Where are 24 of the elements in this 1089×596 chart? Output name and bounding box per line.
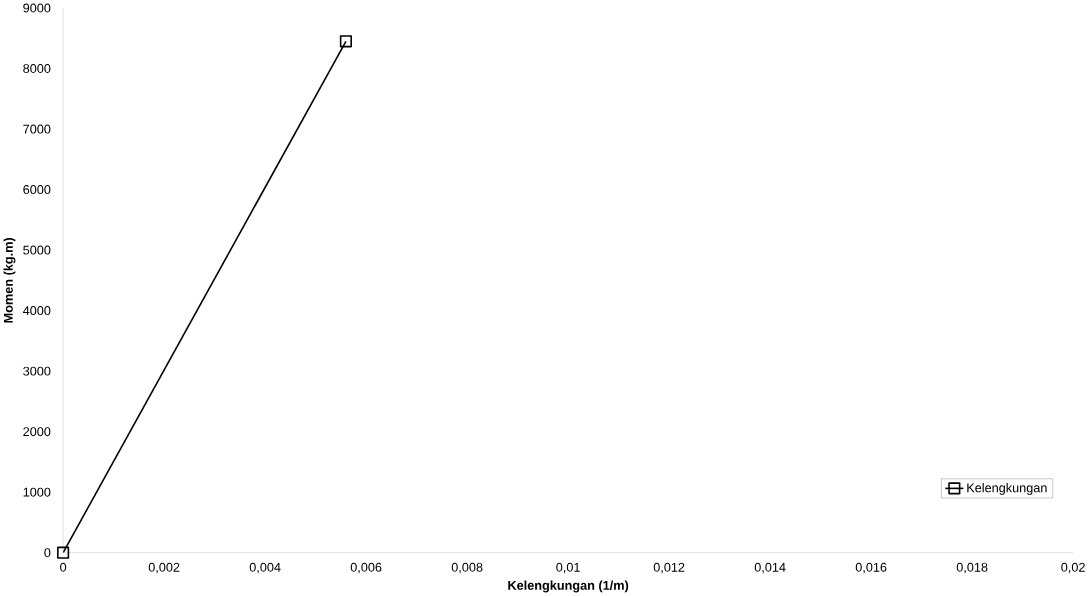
y-tick-label: 5000 [23,245,51,255]
x-tick-label: 0,004 [249,562,281,574]
x-tick-label: 0,018 [956,562,988,574]
x-tick-label: 0,016 [855,562,887,574]
x-tick-label: 0,02 [1061,562,1085,574]
y-tick-label: 0 [44,548,51,558]
y-tick-label: 3000 [23,366,51,376]
y-tick-label: 8000 [23,64,51,74]
x-tick-label: 0,012 [653,562,685,574]
legend-label: Kelengkungan [967,483,1047,495]
x-tick-label: 0,006 [350,562,382,574]
y-tick-label: 6000 [23,185,51,195]
x-tick-label: 0 [60,562,67,572]
y-tick-label: 7000 [23,124,51,134]
y-tick-label: 2000 [23,427,51,437]
x-tick-label: 0,01 [556,562,580,574]
y-tick-label: 1000 [23,487,51,497]
y-tick-label: 4000 [22,306,51,316]
x-tick-label: 0,002 [148,562,180,574]
y-tick-label: 9000 [23,3,51,13]
y-axis-title: Momen (kg.m) [3,238,16,323]
x-tick-label: 0,008 [451,562,483,574]
x-tick-label: 0,014 [754,562,786,574]
x-axis-title: Kelengkungan (1/m) [508,580,629,593]
